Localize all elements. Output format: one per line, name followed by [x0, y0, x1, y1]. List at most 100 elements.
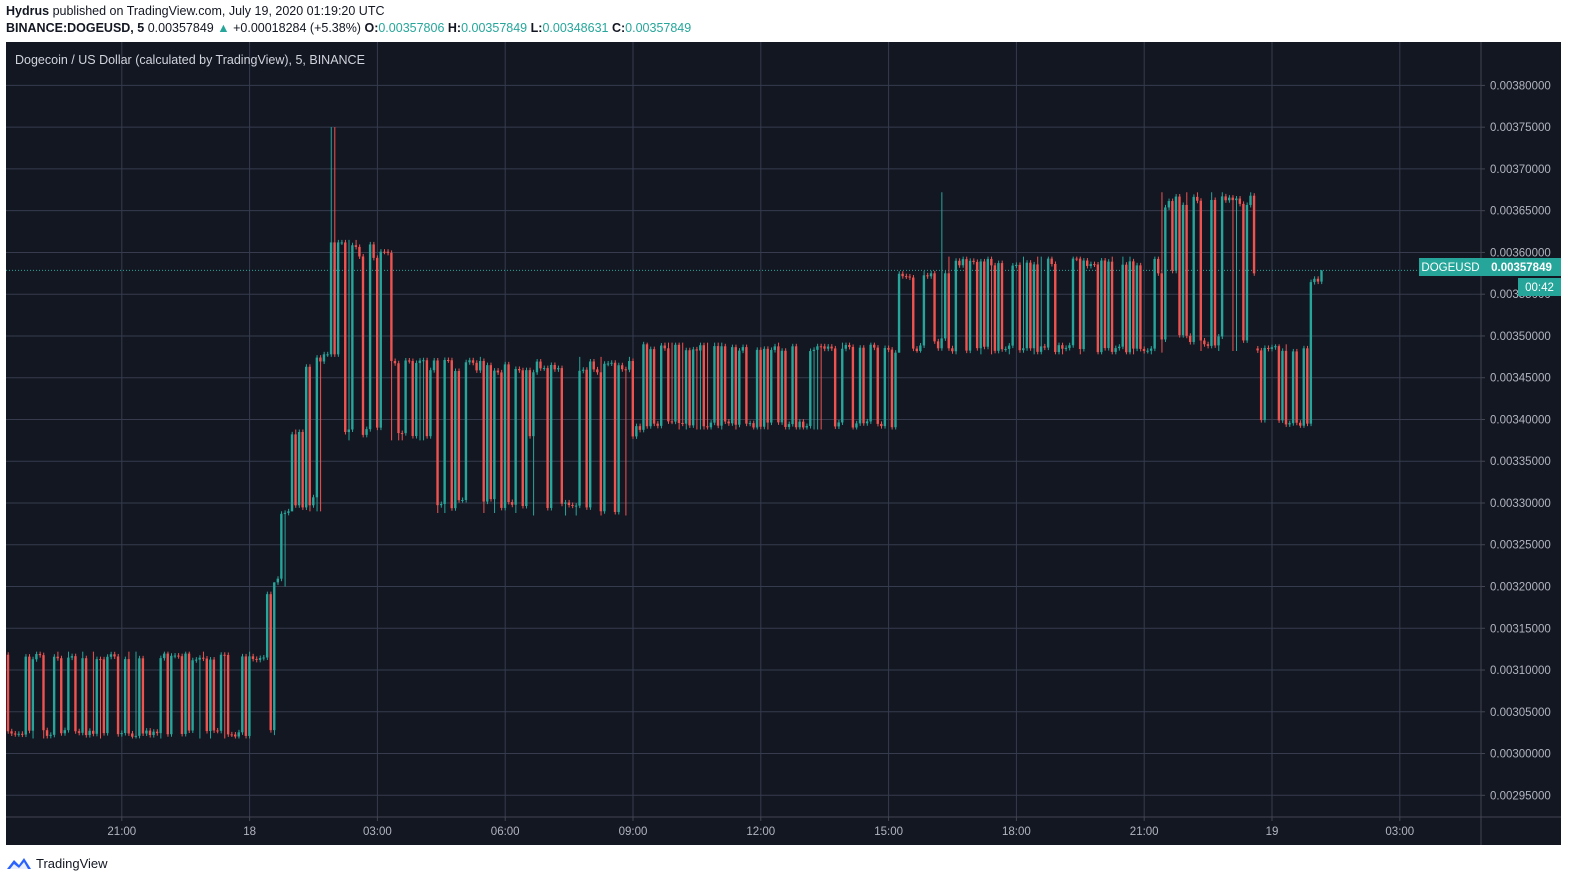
- candle-body: [944, 273, 947, 339]
- candle-body: [919, 345, 922, 352]
- price-axis[interactable]: 0.00380000 0.00375000 0.00370000 0.00365000…: [1480, 42, 1551, 845]
- candle-body: [713, 346, 716, 423]
- candle-body: [340, 242, 343, 244]
- chart-area[interactable]: 0.00380000 0.00375000 0.00370000 0.00365000…: [0, 42, 1561, 845]
- candle-body: [49, 734, 52, 736]
- candle-body: [1057, 345, 1060, 353]
- candle-body: [400, 433, 404, 435]
- candle-body: [1167, 201, 1171, 208]
- candle-body: [273, 582, 276, 731]
- candle-body: [248, 656, 251, 736]
- last-price: 0.00357849: [147, 21, 214, 35]
- candle-body: [581, 369, 585, 371]
- candle-body: [748, 423, 752, 425]
- candle-body: [468, 360, 471, 363]
- y-tick-label: 0.00335000: [1490, 456, 1551, 468]
- y-tick-label: 0.00365000: [1490, 206, 1551, 218]
- y-tick-label: 0.00380000: [1490, 80, 1551, 92]
- candle-body: [21, 733, 24, 735]
- candle-body: [329, 242, 333, 355]
- candle-body: [429, 370, 432, 437]
- price-tag-symbol: DOGEUSD: [1421, 262, 1479, 274]
- x-tick-label: 21:00: [107, 826, 136, 838]
- candle-body: [336, 242, 340, 355]
- x-tick-label: 21:00: [1130, 826, 1159, 838]
- candle-body: [1054, 264, 1057, 353]
- candle-body: [1061, 345, 1064, 349]
- candle-body: [219, 654, 223, 731]
- candle-body: [894, 352, 897, 428]
- candle-body: [833, 348, 837, 427]
- candle-body: [202, 657, 205, 659]
- footer-brand[interactable]: TradingView: [6, 852, 108, 874]
- time-axis[interactable]: 21:00 18 03:00 06:00 09:00 12:00 15:00 18:00 21:…: [6, 816, 1561, 838]
- candle-body: [514, 368, 517, 505]
- candle-body: [251, 656, 255, 659]
- candle-body: [656, 423, 659, 426]
- high-label: H:: [447, 21, 462, 35]
- candle-body: [74, 656, 77, 732]
- candle-body: [184, 653, 187, 734]
- candle-body: [883, 348, 887, 427]
- candle-body: [628, 361, 631, 370]
- candle-body: [489, 365, 492, 500]
- candle-body: [95, 659, 98, 734]
- candle-body: [922, 275, 926, 346]
- candle-body: [152, 731, 155, 736]
- y-tick-label: 0.00300000: [1490, 749, 1551, 761]
- candle-body: [1220, 196, 1224, 337]
- candle-body: [333, 242, 336, 355]
- candle-body: [936, 341, 940, 349]
- candle-body: [1100, 260, 1103, 353]
- candle-body: [81, 658, 84, 733]
- candle-body: [599, 372, 603, 512]
- candle-body: [31, 659, 35, 731]
- candle-body: [897, 273, 901, 353]
- candle-body: [1196, 196, 1199, 201]
- y-tick-label: 0.00325000: [1490, 540, 1551, 552]
- candle-body: [638, 426, 642, 430]
- candle-body: [454, 371, 457, 509]
- candles: [0, 127, 1323, 739]
- candle-body: [436, 360, 439, 506]
- candle-body: [443, 360, 446, 505]
- candle-body: [702, 345, 705, 427]
- candle-body: [255, 658, 258, 660]
- candle-body: [1164, 207, 1167, 340]
- close-value: 0.00357849: [625, 21, 692, 35]
- candle-body: [283, 512, 287, 514]
- candle-body: [393, 361, 397, 364]
- candle-body: [145, 730, 148, 734]
- candle-body: [223, 654, 226, 656]
- x-tick-label: 06:00: [491, 826, 520, 838]
- candle-body: [1231, 197, 1234, 201]
- candle-body: [1203, 340, 1206, 345]
- author-name: Hydrus: [6, 4, 50, 18]
- candle-body: [589, 361, 592, 508]
- candle-body: [1086, 260, 1089, 266]
- candle-body: [45, 730, 49, 736]
- candle-body: [1153, 258, 1156, 349]
- candle-body: [1206, 344, 1210, 346]
- candle-body: [1295, 351, 1298, 423]
- price-chart[interactable]: 0.00380000 0.00375000 0.00370000 0.00365000…: [0, 42, 1561, 845]
- candle-body: [667, 348, 670, 422]
- candle-body: [280, 513, 283, 579]
- open-label: O:: [364, 21, 379, 35]
- candle-body: [564, 502, 567, 504]
- up-arrow-icon: ▲: [217, 21, 230, 35]
- candle-body: [1224, 196, 1227, 201]
- candle-body: [596, 369, 599, 373]
- candle-body: [38, 654, 42, 656]
- candle-body: [163, 653, 166, 659]
- candle-body: [734, 347, 737, 425]
- candle-body: [187, 653, 191, 731]
- candle-body: [631, 361, 634, 437]
- open-value: 0.00357806: [378, 21, 445, 35]
- candle-body: [1149, 348, 1153, 351]
- candle-body: [155, 731, 159, 734]
- candle-body: [1036, 264, 1039, 352]
- candle-body: [450, 360, 453, 509]
- candle-body: [535, 361, 539, 373]
- candle-body: [933, 273, 936, 342]
